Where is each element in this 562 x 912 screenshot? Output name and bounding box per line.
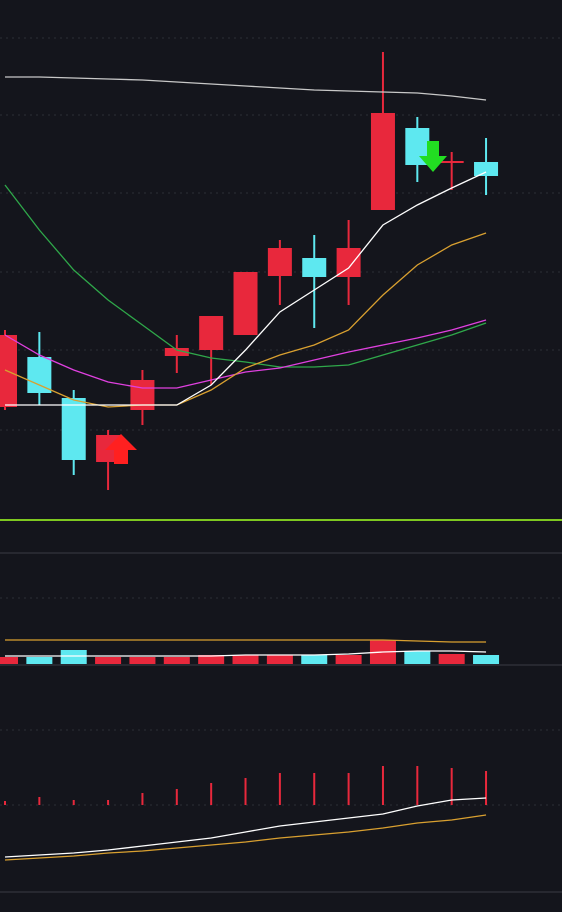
candle-body [302,258,327,277]
bar [266,655,293,664]
indicator-line [4,232,487,408]
indicator-line [5,76,487,101]
candle-body [61,398,86,460]
bar [278,773,281,805]
indicator-line [4,319,487,389]
bar [95,657,122,664]
candle-body [199,316,224,350]
bar [473,655,500,664]
indicator-line [4,797,487,858]
bar [26,657,53,664]
indicator-line [4,184,487,368]
candle-body [267,248,292,276]
bar [163,657,190,664]
bar [438,654,465,664]
bar [381,766,384,805]
bar [301,655,328,664]
buy-signal-arrow [105,434,137,464]
bar [38,797,41,805]
indicator-line [5,650,487,657]
bar [175,789,178,805]
bar [107,800,110,805]
candle-body [474,162,499,176]
indicator-line [5,639,487,643]
bar [198,655,225,664]
bar [450,768,453,805]
candle-body [439,161,464,163]
indicator-line [4,814,487,861]
bar [141,793,144,805]
bar [335,655,362,664]
bar [347,773,350,805]
bar [416,766,419,805]
bar [129,657,156,664]
bar [60,650,87,664]
candle-body [164,348,189,356]
plot [0,37,562,861]
sell-signal-arrow [419,141,447,172]
candle-body [233,272,258,335]
bar [210,783,213,805]
bar [313,773,316,805]
bar [72,800,75,805]
candle-body [27,357,52,393]
bar [0,657,18,664]
candle-body [336,248,361,277]
candle-body [370,113,395,210]
indicator-line [5,171,487,406]
bar [404,651,431,664]
bar [244,778,247,805]
bar [232,655,259,664]
bar [485,771,488,805]
bar [4,801,6,805]
